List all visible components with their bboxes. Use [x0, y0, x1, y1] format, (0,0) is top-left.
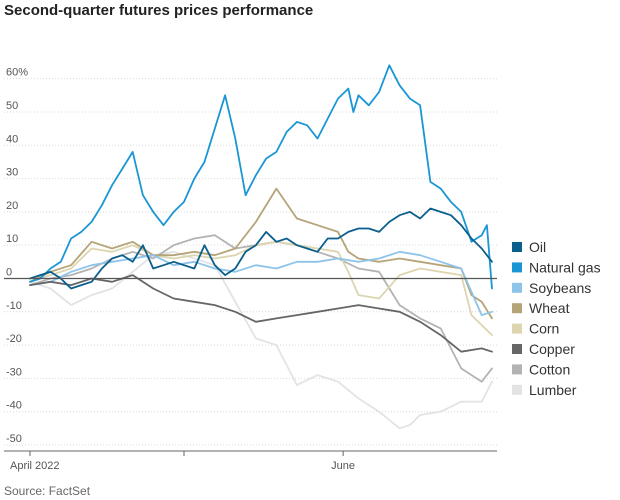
y-tick-label: -20 — [6, 333, 22, 345]
y-tick-label: 10 — [6, 233, 18, 245]
y-tick-label: -30 — [6, 366, 22, 378]
legend-swatch-copper — [512, 344, 522, 354]
y-tick-label: -40 — [6, 400, 22, 412]
series-line-wheat — [29, 187, 493, 320]
legend-label-oil: Oil — [529, 239, 546, 255]
legend-label-soybeans: Soybeans — [529, 280, 591, 296]
y-tick-label: -10 — [6, 300, 22, 312]
legend-label-copper: Copper — [529, 341, 575, 357]
legend-swatch-lumber — [512, 384, 522, 395]
legend-swatch-soybeans — [512, 282, 522, 293]
y-tick-label: 0 — [6, 266, 12, 278]
y-tick-label: -50 — [6, 433, 22, 445]
series-line-lumber — [29, 250, 493, 430]
y-tick-label: 60% — [6, 67, 28, 79]
x-tick-label: April 2022 — [10, 460, 60, 472]
chart-source: Source: FactSet — [4, 484, 91, 498]
x-tick-label: June — [331, 460, 355, 472]
y-tick-label: 40 — [6, 133, 18, 145]
series-line-cotton — [29, 234, 493, 383]
legend-label-corn: Corn — [529, 321, 559, 337]
series-line-corn — [29, 240, 493, 337]
y-tick-label: 30 — [6, 167, 18, 179]
y-tick-label: 50 — [6, 100, 18, 112]
series-line-soybeans — [29, 250, 493, 317]
legend-label-cotton: Cotton — [529, 361, 570, 377]
legend-swatch-corn — [512, 323, 522, 334]
legend-swatch-natural-gas — [512, 262, 522, 273]
legend-swatch-cotton — [512, 364, 522, 375]
legend-swatch-oil — [512, 242, 522, 252]
legend-label-lumber: Lumber — [529, 382, 577, 398]
series-line-oil — [29, 207, 493, 290]
series-line-copper — [29, 274, 493, 353]
series-line-natural-gas — [29, 64, 493, 290]
legend-label-natural-gas: Natural gas — [529, 259, 601, 275]
legend-label-wheat: Wheat — [529, 300, 570, 316]
legend-swatch-wheat — [512, 303, 522, 314]
chart-title: Second-quarter futures prices performanc… — [4, 2, 314, 19]
y-tick-label: 20 — [6, 200, 18, 212]
